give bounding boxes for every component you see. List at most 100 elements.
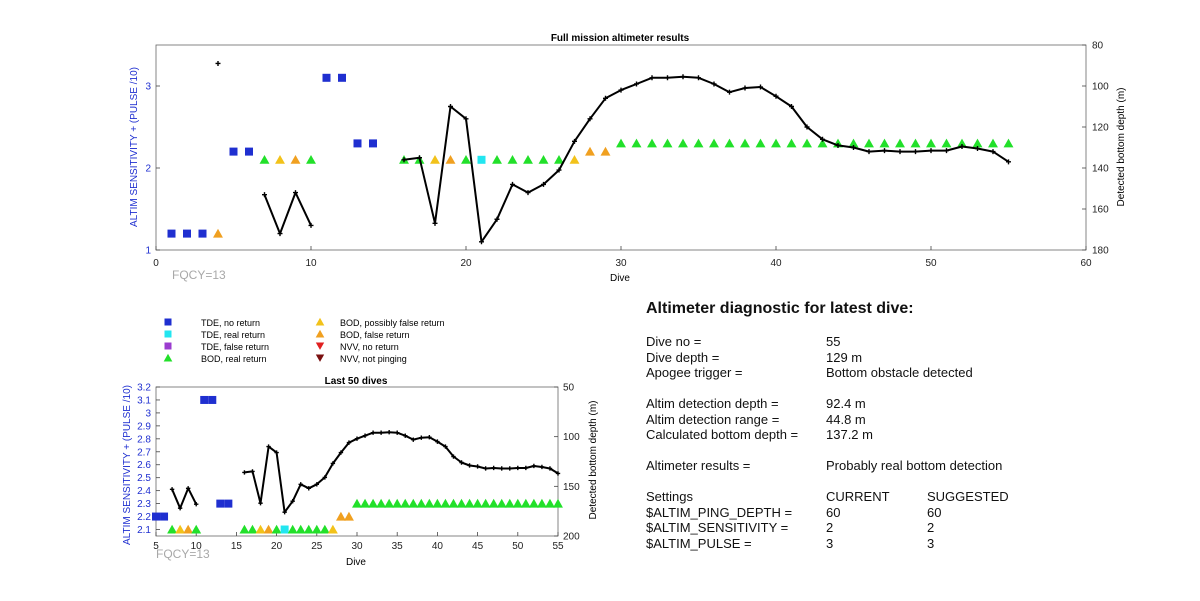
depth-point <box>354 436 360 441</box>
calc-depth-row: Calculated bottom depth = 137.2 m <box>646 427 1186 443</box>
depth-point <box>499 466 504 471</box>
depth-point <box>314 482 319 487</box>
depth-point <box>727 89 732 95</box>
marker-bod-real-return <box>523 155 533 164</box>
depth-point <box>432 220 438 226</box>
marker-bod-real-return <box>554 155 564 164</box>
pulse-row: $ALTIM_PULSE = 3 3 <box>646 536 1186 552</box>
ping-depth-suggested: 60 <box>927 504 942 520</box>
x-tick-label: 5 <box>153 541 159 552</box>
depth-point <box>866 149 872 155</box>
marker-bod-real-return <box>461 155 471 164</box>
depth-point <box>459 460 464 465</box>
suggested-header: SUGGESTED <box>927 489 1009 504</box>
sensitivity-suggested: 2 <box>927 520 935 535</box>
depth-point <box>680 74 686 80</box>
marker-bod-real-return <box>303 524 314 534</box>
pulse-suggested: 3 <box>927 535 935 551</box>
legend-label-tde-no-return: TDE, no return <box>201 318 260 328</box>
y-tick-label: 2.2 <box>137 512 151 523</box>
marker-bod-real-return <box>802 138 812 148</box>
marker-bod-real-return <box>724 138 735 148</box>
depth-point <box>417 155 422 161</box>
marker-bod-possibly-false <box>255 524 266 534</box>
plot-frame <box>155 386 559 537</box>
depth-point <box>290 499 295 504</box>
marker-bod-real-return <box>740 138 750 148</box>
depth-point <box>338 450 344 455</box>
marker-bod-real-return <box>472 498 483 508</box>
marker-bod-real-return <box>512 498 523 508</box>
marker-bod-possibly-false <box>327 524 338 534</box>
depth-point <box>913 149 918 155</box>
depth-point <box>531 463 537 469</box>
depth-point <box>975 146 980 152</box>
y-tick-label: 3.1 <box>137 395 151 406</box>
marker-bod-real-return <box>432 498 443 508</box>
depth-point <box>510 181 515 187</box>
y-tick-label: 2.3 <box>137 499 151 510</box>
y-tick-label: 3 <box>145 408 151 419</box>
marker-bod-real-return <box>191 524 202 534</box>
marker-bod-real-return <box>306 155 316 164</box>
altim-depth-row: Altim detection depth = 92.4 m <box>646 396 1186 412</box>
calc-depth-label: Calculated bottom depth = <box>646 427 799 442</box>
x-tick-label: 10 <box>305 258 317 269</box>
marker-bod-real-return <box>616 138 626 148</box>
settings-header-row: Settings CURRENT SUGGESTED <box>646 489 1186 505</box>
marker-bod-real-return <box>384 498 395 508</box>
marker-bod-false-return <box>213 228 223 238</box>
marker-bod-possibly-false <box>569 155 580 164</box>
x-axis-label: Dive <box>610 273 630 284</box>
marker-tde-no-return <box>152 512 160 521</box>
depth-point <box>897 149 903 155</box>
depth-point <box>435 439 440 444</box>
marker-bod-real-return <box>545 498 555 508</box>
y-axis-label: ALTIM SENSITIVITY + (PULSE /10) <box>122 385 133 545</box>
marker-tde-no-return <box>245 147 253 156</box>
y-tick-label: 2.5 <box>137 473 151 484</box>
apogee-label: Apogee trigger = <box>646 365 743 380</box>
x-tick-label: 0 <box>153 258 159 269</box>
marker-bod-real-return <box>376 498 387 508</box>
x-tick-label: 25 <box>311 541 323 552</box>
marker-bod-real-return <box>538 155 549 164</box>
y2-tick-label: 160 <box>1092 205 1109 216</box>
y-axis-label: ALTIM SENSITIVITY + (PULSE /10) <box>129 67 140 227</box>
results-label: Altimeter results = <box>646 458 751 473</box>
altim-depth-label: Altim detection depth = <box>646 396 779 411</box>
ping-depth-current: 60 <box>826 504 841 520</box>
marker-bod-real-return <box>488 498 499 508</box>
marker-bod-real-return <box>504 498 515 508</box>
marker-bod-real-return <box>507 155 518 164</box>
dive-depth-row: Dive depth = 129 m <box>646 350 1186 366</box>
marker-tde-no-return <box>322 73 331 82</box>
marker-tde-no-return <box>338 73 346 82</box>
y-tick-label: 2.1 <box>137 525 151 536</box>
current-header: CURRENT <box>826 489 890 504</box>
dive-no-value: 55 <box>826 334 841 349</box>
marker-tde-no-return <box>183 229 191 238</box>
depth-point <box>266 444 271 449</box>
depth-point <box>789 104 794 109</box>
marker-bod-real-return <box>271 524 282 534</box>
marker-bod-real-return <box>972 138 983 148</box>
marker-bod-real-return <box>464 498 475 508</box>
marker-tde-real-return <box>164 330 172 338</box>
marker-bod-real-return <box>926 138 936 148</box>
marker-bod-false-return <box>585 146 595 156</box>
y2-tick-label: 50 <box>563 383 575 394</box>
depth-point <box>185 486 191 491</box>
marker-tde-no-return <box>353 139 362 148</box>
y-tick-label: 2.4 <box>137 486 151 497</box>
depth-point <box>169 487 175 492</box>
x-tick-label: 45 <box>472 541 484 552</box>
depth-point <box>475 464 480 469</box>
depth-point <box>804 124 810 130</box>
marker-bod-real-return <box>287 524 298 534</box>
results-row: Altimeter results = Probably real bottom… <box>646 458 1186 474</box>
depth-point <box>401 157 407 163</box>
settings-label: Settings <box>646 489 693 504</box>
marker-bod-real-return <box>817 138 828 148</box>
depth-point <box>515 465 520 471</box>
